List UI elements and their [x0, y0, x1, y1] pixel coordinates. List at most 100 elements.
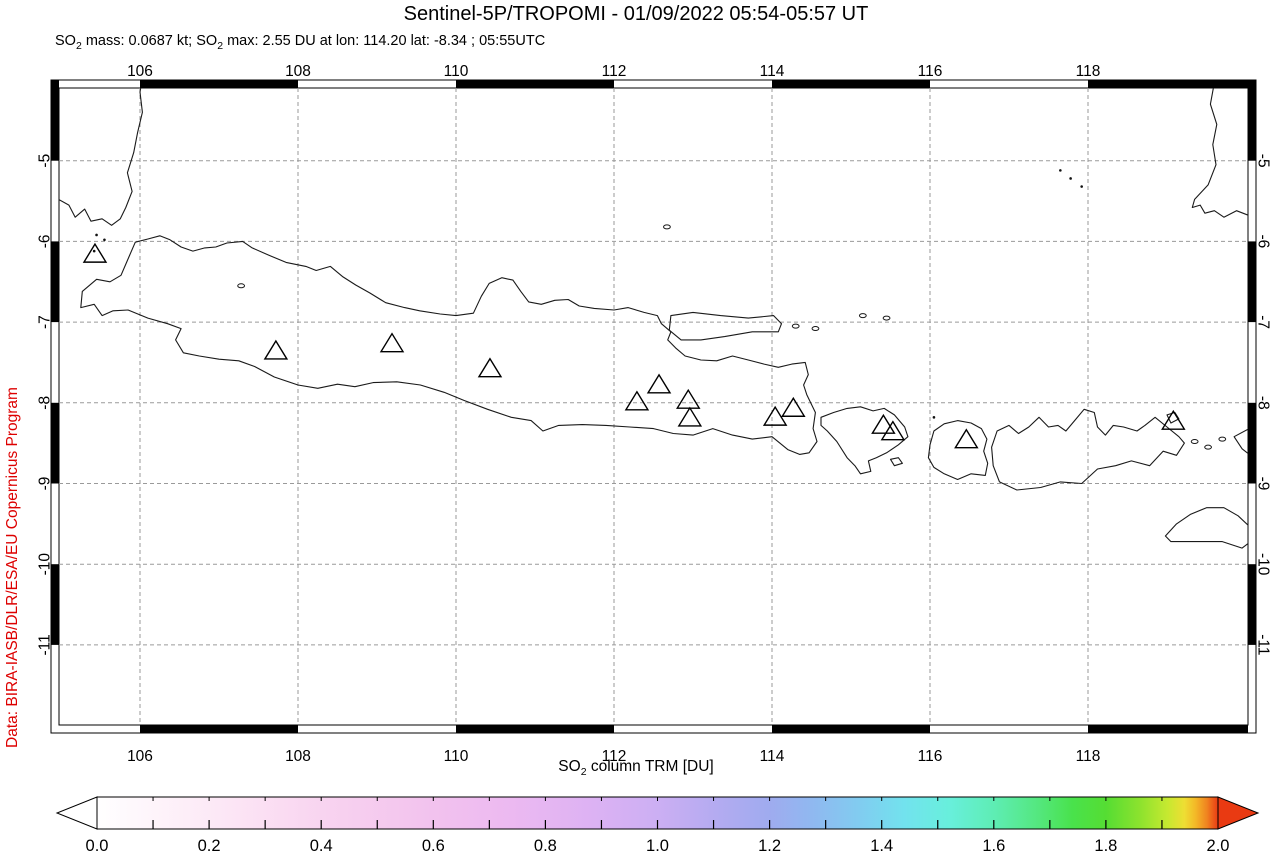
colorbar-tick-label: 1.6	[982, 837, 1005, 853]
axis-labels: 106 106 108 108 110 110 112 112 114 114 116 116 118 1…	[36, 63, 1271, 765]
lat-tick-label: -8	[36, 396, 53, 410]
coastline-path	[80, 235, 818, 455]
map-frame	[50, 79, 1257, 734]
volcano-marker-icon	[677, 406, 703, 427]
coastline-path	[1233, 428, 1248, 455]
colorbar: 0.0 0.2 0.4 0.6 0.8 1.0 1.2 1.4 1.6 1.8 2.0	[55, 796, 1260, 853]
islet-dot	[92, 249, 96, 253]
colorbar-tick-label: 0.2	[198, 837, 221, 853]
lon-tick-label: 116	[918, 748, 943, 765]
lon-tick-label: 110	[444, 63, 469, 80]
lat-tick-label: -9	[1255, 477, 1272, 491]
colorbar-tick-label: 0.0	[86, 837, 109, 853]
grid-lines	[59, 88, 1248, 725]
lat-tick-label: -6	[1255, 235, 1272, 249]
frame-stripe-segment	[140, 80, 298, 88]
frame-stripe-segment	[1088, 80, 1248, 88]
lat-tick-label: -5	[1255, 154, 1272, 168]
volcano-marker-icon	[1161, 409, 1186, 430]
coastline-path	[1191, 88, 1248, 218]
lat-tick-label: -10	[1255, 553, 1272, 576]
coastline-path	[820, 406, 909, 475]
lon-tick-label: 112	[602, 748, 627, 765]
colorbar-tick-label: 2.0	[1207, 837, 1230, 853]
islet-dot	[103, 238, 106, 242]
islet-outline	[811, 326, 820, 332]
coastline-path	[59, 88, 143, 226]
coastline-path	[991, 408, 1185, 491]
frame-stripe-segment	[772, 80, 930, 88]
frame-outline	[50, 79, 1257, 734]
lon-tick-label: 110	[444, 748, 469, 765]
volcano-marker-icon	[676, 388, 701, 409]
coastline-path	[668, 311, 783, 341]
islet-dot	[95, 233, 98, 237]
coastline-path	[1164, 507, 1248, 549]
volcano-marker-icon	[762, 405, 788, 426]
islet-outline	[1218, 436, 1227, 442]
lon-tick-label: 114	[760, 748, 785, 765]
colorbar-tick-label: 1.0	[646, 837, 669, 853]
lat-tick-label: -7	[36, 315, 53, 329]
colorbar-tick-label: 1.8	[1094, 837, 1117, 853]
colorbar-tick-label: 0.8	[534, 837, 557, 853]
colorbar-title: SO2 column TRM [DU]	[558, 758, 714, 778]
lat-tick-label: -10	[36, 553, 53, 576]
lon-tick-label: 112	[602, 63, 627, 80]
colorbar-tick-label: 1.2	[758, 837, 781, 853]
colorbar-tick-label: 0.6	[422, 837, 445, 853]
frame-stripe-segment	[51, 80, 59, 161]
frame-stripe-segment	[1248, 80, 1256, 161]
data-credit: Data: BIRA-IASB/DLR/ESA/EU Copernicus Pr…	[4, 387, 21, 748]
volcano-marker-icon	[646, 373, 672, 394]
lon-tick-label: 108	[285, 63, 311, 80]
lon-tick-label: 118	[1076, 748, 1101, 765]
coastline-path	[889, 457, 903, 467]
frame-stripe-segment	[51, 564, 59, 645]
frame-stripe-segment	[140, 725, 298, 733]
islet-dot	[932, 416, 936, 419]
lat-tick-label: -11	[1255, 634, 1272, 655]
volcano-marker-icon	[880, 420, 906, 441]
volcano-marker-icon	[82, 242, 108, 263]
islet-dot	[1069, 177, 1072, 180]
frame-stripe-segment	[772, 725, 930, 733]
volcano-marker-icon	[781, 396, 806, 417]
colorbar-tick-label: 1.4	[870, 837, 893, 853]
frame-stripe-segment	[1248, 241, 1256, 323]
lon-tick-label: 108	[285, 748, 311, 765]
frame-stripe-segment	[456, 80, 614, 88]
volcano-marker-icon	[954, 428, 979, 449]
volcano-marker-icon	[263, 339, 289, 360]
frame-stripe-segment	[456, 725, 614, 733]
lon-tick-label: 116	[918, 63, 943, 80]
frame-stripe-segment	[1088, 725, 1248, 733]
lon-tick-label: 106	[127, 748, 153, 765]
plot-border	[58, 87, 1249, 726]
islet-outline	[882, 315, 891, 321]
islet-dot	[1080, 185, 1083, 188]
islet-dot	[1059, 169, 1062, 172]
volcano-marker-icon	[379, 332, 405, 353]
coastline-path	[927, 420, 989, 481]
volcano-marker-icon	[477, 357, 503, 378]
volcano-markers	[82, 242, 1186, 449]
islet-outline	[663, 224, 671, 230]
lat-tick-label: -7	[1255, 315, 1272, 329]
frame-stripe-segment	[51, 241, 59, 323]
colorbar-tick-label: 0.4	[310, 837, 333, 853]
islet-outline	[1204, 444, 1212, 450]
volcano-marker-icon	[624, 390, 650, 411]
frame-stripe-segment	[1248, 564, 1256, 645]
lat-tick-label: -9	[36, 477, 53, 491]
islet-outline	[791, 323, 800, 329]
lon-tick-label: 106	[127, 63, 153, 80]
lat-tick-label: -5	[36, 154, 53, 168]
lat-tick-label: -6	[36, 235, 53, 249]
islet-outline	[858, 313, 867, 319]
figure-title: Sentinel-5P/TROPOMI - 01/09/2022 05:54-0…	[403, 3, 869, 25]
frame-stripe-segment	[51, 402, 59, 484]
islet-outline	[1190, 439, 1199, 445]
